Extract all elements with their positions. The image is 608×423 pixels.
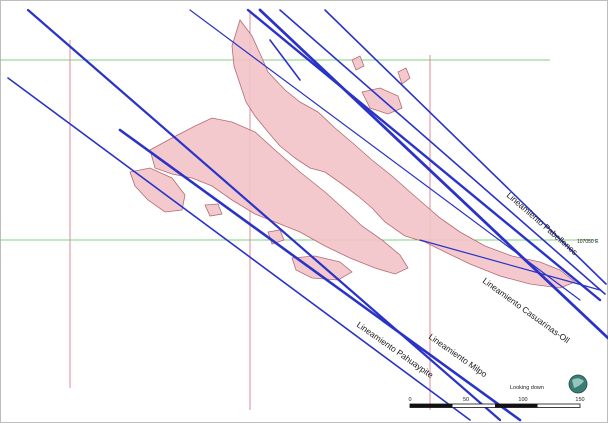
ore-body-fragment-5 [351,55,365,71]
scale-bar-seg-1 [410,404,453,408]
gridline-label: 107050 E [577,239,599,245]
compass-label: Looking down [510,385,544,391]
compass-highlight [572,378,584,388]
lineament-short-segment [269,39,301,81]
ore-body-fragment-2 [291,255,353,281]
ore-body-fragment-4 [397,67,411,85]
scale-tick-100: 100 [518,397,527,403]
lineament-casuarinas-splay [419,239,601,291]
lineaments [7,8,608,422]
ore-body-west-lobe [149,117,409,275]
lineament-pabellones-b [324,9,607,285]
ore-body-fragment-6 [204,203,223,217]
lineament-casuarinas-b [258,8,608,340]
view-compass: Looking down [510,374,588,394]
lineament-casuarinas-a [246,8,602,302]
lineament-pahuaypite-south [7,77,471,421]
lineament-pabellones-a [279,9,606,295]
lineament-milpo [118,128,522,422]
lineament-pahuaypite-north [26,8,502,422]
ore-body-main [231,19,576,289]
scale-tick-0: 0 [408,397,411,403]
scale-bar: 0 50 100 150 [408,397,585,408]
scale-tick-150: 150 [575,397,584,403]
scale-bar-seg-3 [495,404,538,408]
lineament-pabellones-c [189,9,581,301]
scale-tick-50: 50 [463,397,469,403]
